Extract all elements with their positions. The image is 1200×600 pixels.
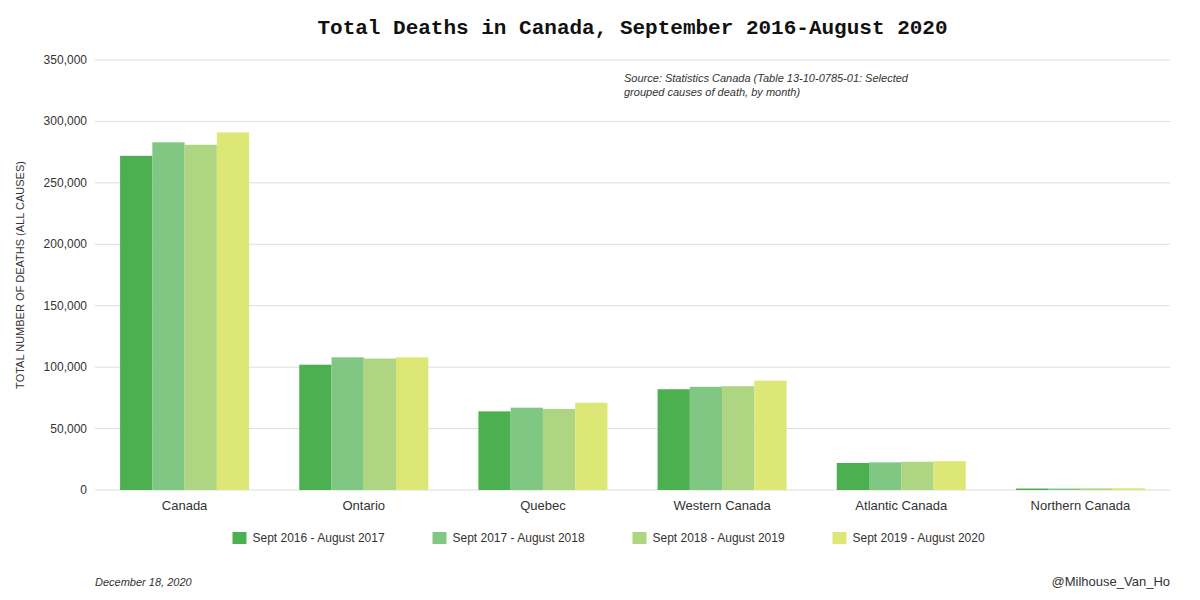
- bar: [575, 403, 607, 490]
- legend-label: Sept 2018 - August 2019: [653, 531, 785, 545]
- bar: [299, 365, 331, 490]
- bar: [332, 357, 364, 490]
- grid-line: [95, 244, 1170, 245]
- bar: [1016, 489, 1048, 490]
- grid-line: [95, 305, 1170, 306]
- bar: [120, 156, 152, 490]
- x-tick-label: Northern Canada: [1031, 498, 1131, 513]
- bar: [1080, 488, 1112, 490]
- bar: [690, 387, 722, 490]
- bar: [754, 381, 786, 490]
- y-axis-label: TOTAL NUMBER OF DEATHS (ALL CAUSES): [14, 161, 26, 389]
- legend-label: Sept 2016 - August 2017: [253, 531, 385, 545]
- x-tick-label: Ontario: [342, 498, 385, 513]
- chart: 0 50,000 100,000 150,000 200,000 250,000 300,0…: [0, 0, 1200, 600]
- x-tick-label: Western Canada: [673, 498, 771, 513]
- y-axis: 0 50,000 100,000 150,000 200,000 250,000 300,0…: [44, 53, 1170, 497]
- bar: [185, 145, 217, 490]
- bar: [217, 132, 249, 490]
- source-note: Source: Statistics Canada (Table 13-10-0…: [624, 72, 909, 98]
- grid-line: [95, 121, 1170, 122]
- grid-line: [95, 490, 1170, 491]
- source-note-line: Source: Statistics Canada (Table 13-10-0…: [624, 72, 909, 84]
- legend-swatch: [233, 532, 247, 544]
- legend-label: Sept 2019 - August 2020: [853, 531, 985, 545]
- legend-label: Sept 2017 - August 2018: [453, 531, 585, 545]
- bar: [901, 462, 933, 490]
- legend-swatch: [433, 532, 447, 544]
- series: [217, 132, 1145, 490]
- bar: [658, 389, 690, 490]
- y-tick-label: 100,000: [44, 360, 88, 374]
- bar: [478, 411, 510, 490]
- grid-line: [95, 60, 1170, 61]
- y-tick-label: 200,000: [44, 237, 88, 251]
- legend-swatch: [633, 532, 647, 544]
- series: [185, 145, 1113, 490]
- bar: [1113, 488, 1145, 490]
- bar: [1048, 489, 1080, 490]
- bar: [511, 408, 543, 490]
- bar: [364, 359, 396, 490]
- y-tick-label: 50,000: [50, 422, 87, 436]
- bar: [722, 386, 754, 490]
- grid-line: [95, 428, 1170, 429]
- y-tick-label: 350,000: [44, 53, 88, 67]
- bar: [543, 409, 575, 490]
- legend-swatch: [833, 532, 847, 544]
- watermark: @Milhouse_Van_Ho: [1052, 574, 1170, 589]
- grid-line: [95, 182, 1170, 183]
- series: [120, 156, 1048, 490]
- x-axis: Canada Ontario Quebec Western Canada Atlanti…: [162, 498, 1131, 513]
- x-tick-label: Atlantic Canada: [855, 498, 948, 513]
- y-tick-label: 0: [80, 483, 87, 497]
- bar: [152, 142, 184, 490]
- title: Total Deaths in Canada, September 2016-A…: [317, 17, 947, 40]
- bar: [396, 357, 428, 490]
- x-tick-label: Canada: [162, 498, 208, 513]
- y-tick-label: 150,000: [44, 299, 88, 313]
- y-tick-label: 250,000: [44, 176, 88, 190]
- grid-line: [95, 367, 1170, 368]
- bar: [934, 461, 966, 490]
- bar: [869, 462, 901, 490]
- bar: [837, 463, 869, 490]
- series: [152, 142, 1080, 490]
- y-tick-label: 300,000: [44, 114, 88, 128]
- source-note-line: grouped causes of death, by month): [624, 86, 800, 98]
- legend: Sept 2016 - August 2017 Sept 2017 - Augus…: [233, 531, 985, 545]
- bars: [120, 132, 1145, 490]
- date-note: December 18, 2020: [95, 576, 192, 588]
- x-tick-label: Quebec: [520, 498, 566, 513]
